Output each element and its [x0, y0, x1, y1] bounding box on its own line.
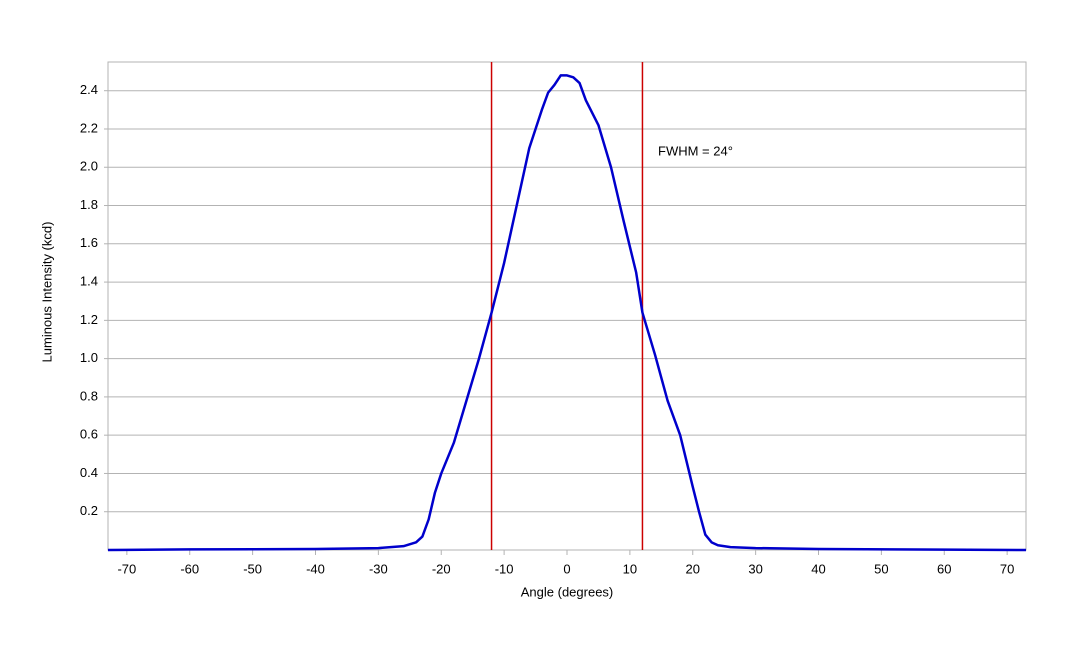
- x-tick-label: 60: [937, 561, 951, 576]
- y-axis-label: Luminous Intensity (kcd): [39, 222, 54, 363]
- y-tick-label: 0.2: [80, 503, 98, 518]
- y-tick-label: 2.2: [80, 120, 98, 135]
- x-tick-label: 0: [563, 561, 570, 576]
- x-tick-label: 40: [811, 561, 825, 576]
- plot-frame: [107, 61, 1027, 551]
- y-tick-label: 0.8: [80, 388, 98, 403]
- x-tick-label: 50: [874, 561, 888, 576]
- y-tick-label: 2.4: [80, 82, 98, 97]
- x-tick-label: 30: [748, 561, 762, 576]
- y-tick-label: 1.8: [80, 197, 98, 212]
- x-tick-label: -30: [369, 561, 388, 576]
- intensity-curve: [107, 74, 1027, 552]
- y-tick-label: 1.2: [80, 312, 98, 327]
- x-tick-label: -60: [180, 561, 199, 576]
- x-tick-label: -10: [495, 561, 514, 576]
- x-tick-label: 70: [1000, 561, 1014, 576]
- y-tick-label: 1.0: [80, 350, 98, 365]
- x-tick-label: -40: [306, 561, 325, 576]
- y-tick-label: 1.4: [80, 274, 98, 289]
- annotation: FWHM = 24°: [658, 143, 733, 158]
- y-tick-label: 0.4: [80, 465, 98, 480]
- x-tick-label: 20: [686, 561, 700, 576]
- y-tick-label: 1.6: [80, 235, 98, 250]
- x-tick-label: -50: [243, 561, 262, 576]
- y-tick-label: 0.6: [80, 427, 98, 442]
- y-tick-label: 2.0: [80, 159, 98, 174]
- x-tick-label: -20: [432, 561, 451, 576]
- x-tick-label: 10: [623, 561, 637, 576]
- x-tick-label: -70: [117, 561, 136, 576]
- x-axis-label: Angle (degrees): [521, 584, 614, 599]
